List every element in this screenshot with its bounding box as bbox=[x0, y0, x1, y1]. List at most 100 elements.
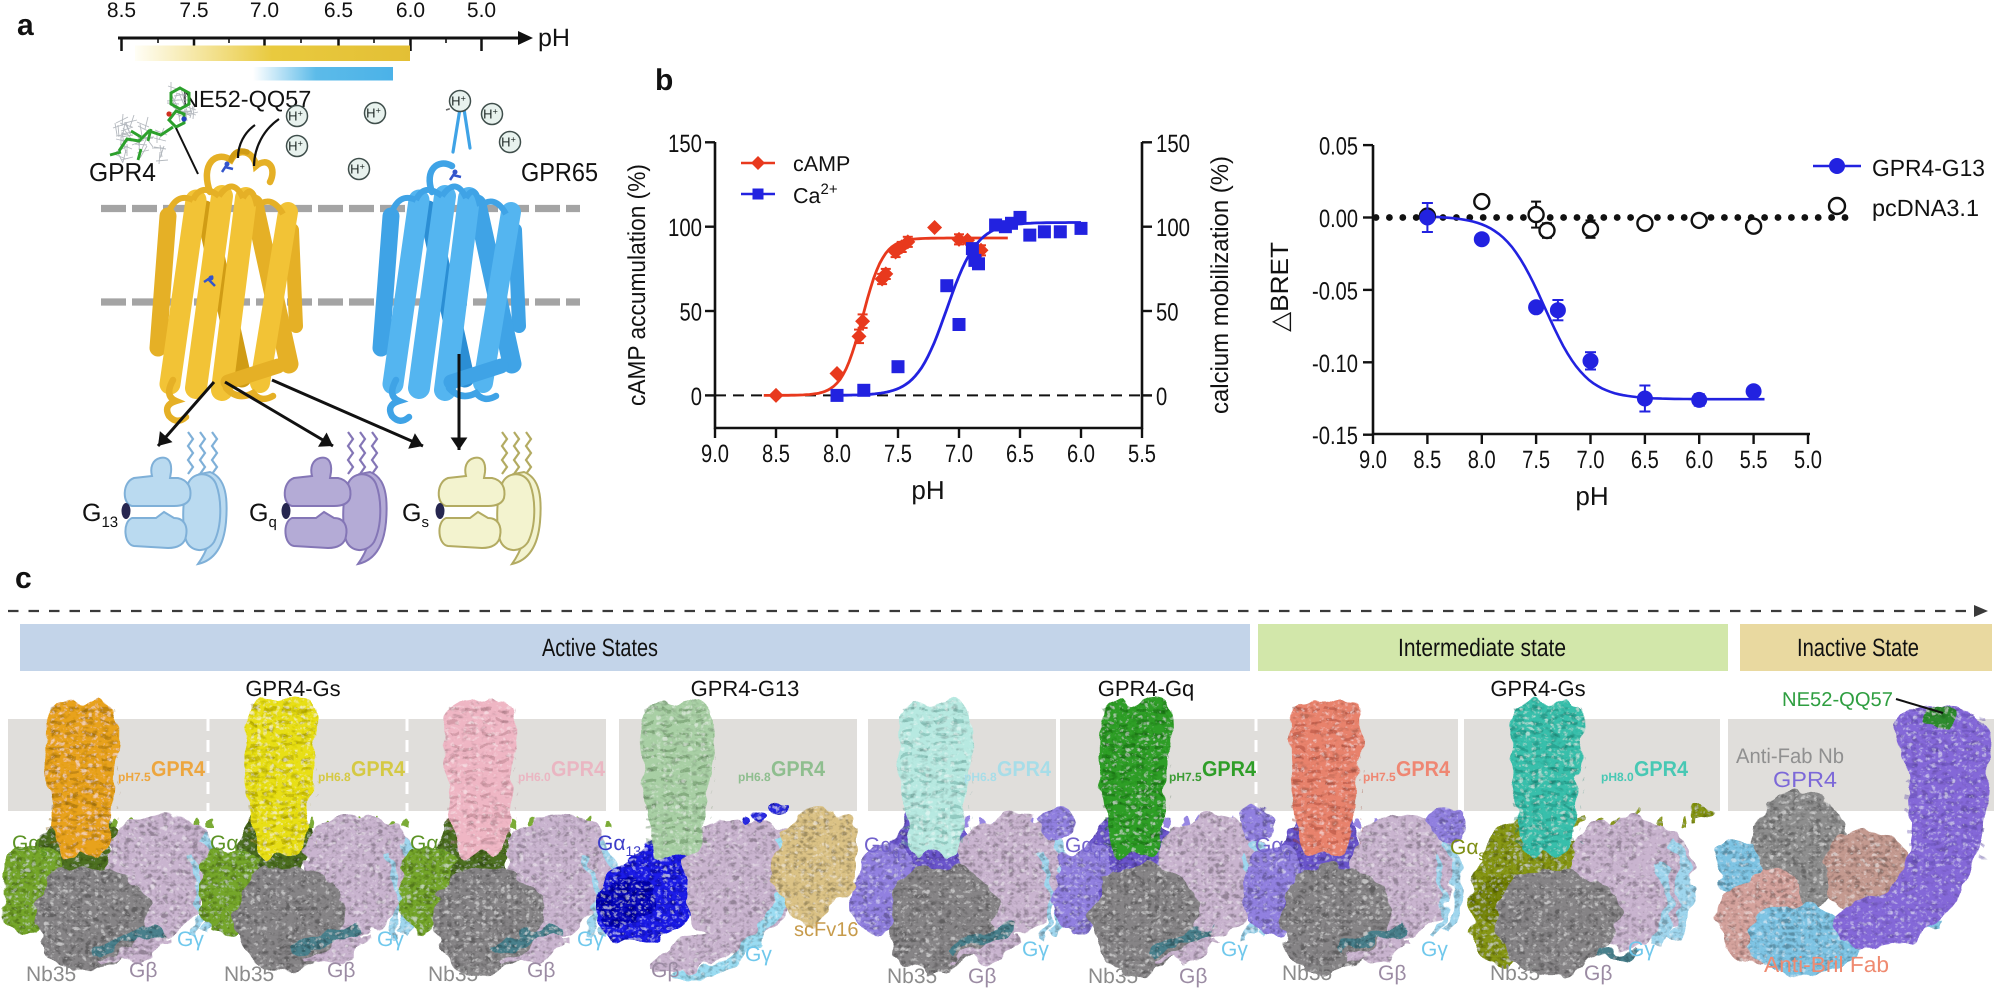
svg-text:Ca2+: Ca2+ bbox=[793, 181, 838, 208]
svg-text:Gα13: Gα13 bbox=[597, 832, 641, 859]
svg-text:8.5: 8.5 bbox=[762, 440, 790, 468]
svg-text:5.5: 5.5 bbox=[1128, 440, 1156, 468]
svg-text:GPR4-G13: GPR4-G13 bbox=[691, 676, 800, 701]
svg-text:50: 50 bbox=[1156, 299, 1179, 327]
svg-text:7.0: 7.0 bbox=[945, 440, 973, 468]
svg-text:GPR4: GPR4 bbox=[351, 757, 405, 781]
svg-text:pH: pH bbox=[538, 24, 570, 52]
svg-text:7.0: 7.0 bbox=[250, 0, 279, 22]
svg-text:Gγ: Gγ bbox=[1022, 938, 1049, 961]
svg-text:c: c bbox=[15, 562, 32, 595]
svg-text:Gγ: Gγ bbox=[1221, 938, 1248, 961]
svg-text:calcium mobilization (%): calcium mobilization (%) bbox=[1207, 156, 1234, 414]
svg-text:pcDNA3.1: pcDNA3.1 bbox=[1872, 195, 1979, 221]
svg-text:Gβ: Gβ bbox=[651, 959, 679, 982]
svg-text:GPR4: GPR4 bbox=[1202, 757, 1256, 781]
svg-text:Gαs: Gαs bbox=[1450, 836, 1485, 863]
svg-text:7.5: 7.5 bbox=[884, 440, 912, 468]
svg-text:Inactive State: Inactive State bbox=[1797, 634, 1919, 662]
svg-text:Anti-Bril Fab: Anti-Bril Fab bbox=[1764, 952, 1889, 977]
svg-text:Gαs: Gαs bbox=[12, 832, 47, 859]
svg-text:Gβ: Gβ bbox=[1584, 962, 1612, 985]
svg-text:Nb35: Nb35 bbox=[887, 965, 937, 988]
svg-text:pH6.0: pH6.0 bbox=[518, 770, 551, 784]
svg-text:Nb35: Nb35 bbox=[428, 963, 478, 986]
svg-text:8.0: 8.0 bbox=[1468, 446, 1496, 474]
svg-text:GPR4: GPR4 bbox=[1634, 757, 1688, 781]
svg-text:Gβ: Gβ bbox=[968, 965, 996, 988]
svg-text:GPR4-G13: GPR4-G13 bbox=[1872, 155, 1985, 181]
svg-text:9.0: 9.0 bbox=[1359, 446, 1387, 474]
svg-text:150: 150 bbox=[668, 130, 702, 158]
svg-text:GPR4: GPR4 bbox=[997, 757, 1051, 781]
svg-text:pH6.8: pH6.8 bbox=[318, 770, 351, 784]
svg-text:5.0: 5.0 bbox=[1794, 446, 1822, 474]
svg-text:6.0: 6.0 bbox=[396, 0, 425, 22]
svg-text:-0.10: -0.10 bbox=[1312, 350, 1358, 378]
svg-text:0: 0 bbox=[691, 383, 702, 411]
svg-text:9.0: 9.0 bbox=[701, 440, 729, 468]
svg-text:Gαs: Gαs bbox=[210, 832, 245, 859]
svg-text:NE52-QQ57: NE52-QQ57 bbox=[1782, 689, 1893, 711]
svg-text:6.5: 6.5 bbox=[1631, 446, 1659, 474]
svg-text:GPR4: GPR4 bbox=[551, 757, 605, 781]
svg-text:pH6.8: pH6.8 bbox=[738, 770, 771, 784]
svg-text:100: 100 bbox=[668, 214, 702, 242]
svg-text:Gαs: Gαs bbox=[410, 832, 445, 859]
svg-text:△BRET: △BRET bbox=[1266, 242, 1294, 332]
svg-text:G13: G13 bbox=[82, 499, 118, 531]
svg-text:pH7.5: pH7.5 bbox=[118, 770, 151, 784]
svg-text:pH7.5: pH7.5 bbox=[1169, 770, 1202, 784]
svg-text:Gγ: Gγ bbox=[1628, 938, 1655, 961]
svg-text:Anti-Fab Nb: Anti-Fab Nb bbox=[1736, 745, 1844, 768]
svg-text:Intermediate state: Intermediate state bbox=[1398, 634, 1566, 662]
svg-text:pH: pH bbox=[1575, 481, 1608, 511]
svg-text:6.0: 6.0 bbox=[1685, 446, 1713, 474]
svg-text:pH7.5: pH7.5 bbox=[1363, 770, 1396, 784]
svg-text:GPR4-Gq: GPR4-Gq bbox=[1098, 676, 1195, 701]
svg-text:Gq: Gq bbox=[249, 499, 277, 531]
svg-text:GPR4: GPR4 bbox=[151, 757, 205, 781]
svg-text:50: 50 bbox=[680, 299, 703, 327]
svg-text:GPR4-Gs: GPR4-Gs bbox=[1490, 676, 1585, 701]
svg-text:GPR4: GPR4 bbox=[771, 757, 825, 781]
svg-text:150: 150 bbox=[1156, 130, 1190, 158]
svg-text:Gβ: Gβ bbox=[327, 959, 355, 982]
svg-text:Gγ: Gγ bbox=[745, 943, 772, 966]
svg-text:Gs: Gs bbox=[402, 499, 429, 531]
svg-text:pH8.0: pH8.0 bbox=[1601, 770, 1634, 784]
svg-text:Nb35: Nb35 bbox=[1490, 962, 1540, 985]
svg-text:-0.05: -0.05 bbox=[1312, 277, 1358, 305]
svg-text:Nb35: Nb35 bbox=[224, 963, 274, 986]
svg-text:-0.15: -0.15 bbox=[1312, 422, 1358, 450]
svg-text:Active States: Active States bbox=[542, 634, 658, 662]
svg-text:6.0: 6.0 bbox=[1067, 440, 1095, 468]
svg-text:pH: pH bbox=[911, 475, 944, 505]
svg-text:0.00: 0.00 bbox=[1319, 205, 1358, 233]
svg-text:Gβ: Gβ bbox=[1378, 962, 1406, 985]
svg-text:8.0: 8.0 bbox=[823, 440, 851, 468]
svg-text:GPR4-Gs: GPR4-Gs bbox=[245, 676, 340, 701]
svg-text:6.5: 6.5 bbox=[324, 0, 353, 22]
svg-text:cAMP: cAMP bbox=[793, 152, 850, 176]
svg-text:pH6.8: pH6.8 bbox=[964, 770, 997, 784]
svg-text:cAMP accumulation (%): cAMP accumulation (%) bbox=[624, 164, 651, 406]
svg-text:100: 100 bbox=[1156, 214, 1190, 242]
svg-text:5.5: 5.5 bbox=[1740, 446, 1768, 474]
svg-text:Nb35: Nb35 bbox=[1282, 962, 1332, 985]
svg-text:7.0: 7.0 bbox=[1577, 446, 1605, 474]
svg-text:Gγ: Gγ bbox=[577, 928, 604, 951]
svg-text:Gβ: Gβ bbox=[527, 959, 555, 982]
svg-text:Nb35: Nb35 bbox=[1088, 965, 1138, 988]
svg-text:0: 0 bbox=[1156, 383, 1167, 411]
svg-text:0.05: 0.05 bbox=[1319, 133, 1358, 161]
svg-text:GPR4: GPR4 bbox=[1396, 757, 1450, 781]
svg-text:Nb35: Nb35 bbox=[26, 963, 76, 986]
svg-text:Gγ: Gγ bbox=[1421, 938, 1448, 961]
svg-text:GPR4: GPR4 bbox=[1773, 767, 1837, 792]
svg-text:a: a bbox=[17, 9, 34, 42]
svg-text:6.5: 6.5 bbox=[1006, 440, 1034, 468]
svg-text:Gβ: Gβ bbox=[1179, 965, 1207, 988]
svg-text:Gγ: Gγ bbox=[377, 928, 404, 951]
svg-text:Gβ: Gβ bbox=[129, 959, 157, 982]
